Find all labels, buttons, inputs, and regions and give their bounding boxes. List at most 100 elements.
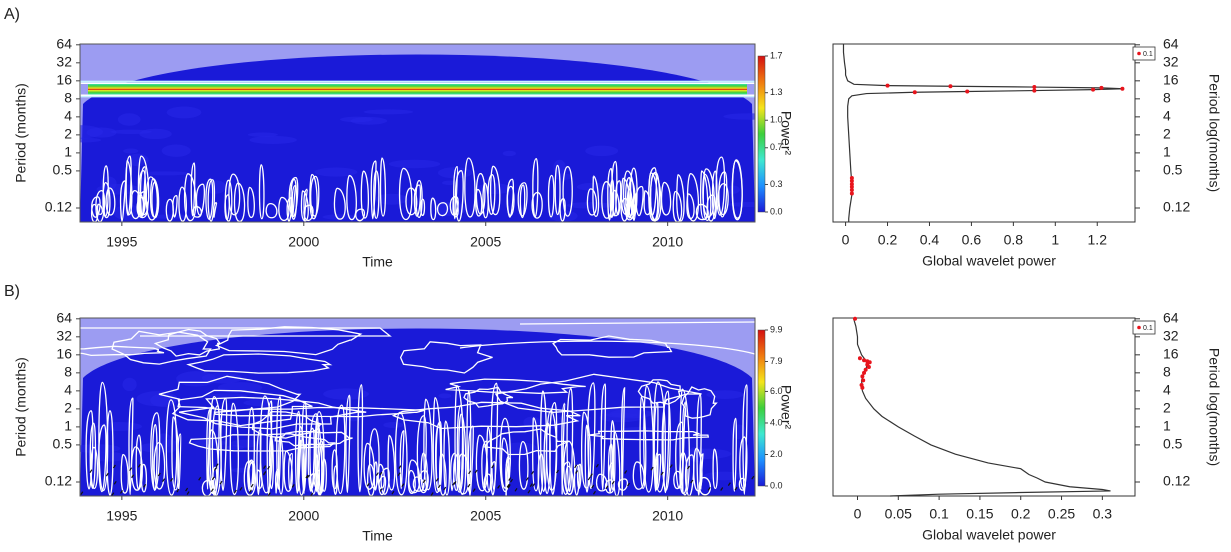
x-tick-label: 0.6	[962, 232, 982, 248]
speckle	[514, 487, 518, 492]
speckle	[508, 477, 512, 481]
significance-point	[853, 316, 858, 321]
contour-line	[186, 353, 333, 374]
contour-line	[335, 404, 346, 495]
contour-line	[637, 379, 681, 405]
speckle	[574, 464, 578, 469]
contour-line	[487, 174, 496, 216]
contour-line	[96, 203, 104, 216]
contour-line	[379, 157, 387, 217]
significance-point	[849, 184, 854, 189]
significance-point	[1120, 86, 1125, 91]
contour-line	[206, 408, 211, 490]
colorbar	[757, 55, 766, 213]
contour-line	[482, 182, 489, 219]
power-patch	[249, 135, 297, 144]
contour-line	[310, 175, 320, 217]
speckle	[379, 471, 383, 476]
contour-line	[303, 204, 314, 222]
contour-line	[742, 384, 748, 495]
contour-line	[494, 373, 702, 414]
contour-line	[639, 396, 647, 490]
y-axis-label: Period log(months)	[1206, 348, 1222, 466]
contour-line	[286, 197, 293, 222]
colorbar-label: Power²	[778, 385, 794, 430]
speckle	[129, 467, 133, 472]
speckle	[443, 486, 447, 491]
contour-line	[532, 157, 539, 218]
contour-line	[125, 155, 132, 216]
contour-line	[686, 193, 695, 220]
speckle	[219, 480, 223, 485]
power-patch	[723, 113, 755, 120]
x-tick-label: 2010	[652, 234, 683, 250]
speckle	[467, 483, 471, 488]
speckle	[587, 476, 591, 481]
significance-point	[849, 176, 854, 181]
contour-line	[415, 179, 423, 219]
significance-point	[857, 356, 862, 361]
contour-line	[489, 165, 501, 216]
y-tick-label: 32	[56, 328, 72, 344]
speckle	[589, 473, 593, 478]
contour-line	[738, 477, 747, 491]
speckle	[734, 486, 738, 491]
x-tick-label: 0	[854, 506, 862, 522]
contour-line	[300, 190, 309, 222]
y-tick-label: 32	[1163, 328, 1179, 344]
power-patch	[141, 171, 190, 176]
speckle	[366, 482, 370, 487]
contour-line	[294, 410, 301, 494]
contour-line	[373, 170, 380, 219]
contour-line	[610, 420, 616, 491]
y-tick-label: 0.12	[45, 473, 72, 489]
plot-frame	[832, 317, 1136, 497]
y-tick-label: 64	[56, 310, 72, 326]
power-patch	[388, 159, 441, 169]
y-tick-label: 8	[64, 90, 72, 106]
contour-line	[459, 321, 755, 355]
contour-line	[576, 463, 582, 490]
heatmap-field	[80, 44, 755, 222]
contour-line	[205, 178, 214, 220]
significance-point	[863, 367, 868, 372]
contour-line	[140, 463, 148, 493]
contour-line	[130, 446, 143, 491]
contour-line	[80, 345, 165, 357]
speckle	[213, 467, 217, 471]
speckle	[89, 469, 93, 474]
power-patch	[86, 127, 117, 138]
y-tick-label: 1	[64, 144, 72, 160]
contour-line	[712, 448, 718, 490]
contour-line	[363, 442, 375, 490]
speckle	[435, 478, 439, 482]
contour-line	[475, 188, 483, 217]
contour-line	[702, 173, 712, 222]
power-patch	[176, 371, 217, 387]
speckle	[556, 469, 560, 474]
power-patch	[438, 393, 452, 399]
legend-label: 0.1	[1143, 325, 1153, 332]
colorbar-label: Power²	[778, 111, 794, 156]
contour-line	[387, 434, 396, 491]
speckle	[468, 470, 472, 475]
contour-line	[458, 413, 467, 496]
contour-line	[276, 396, 282, 490]
contour-line	[580, 411, 592, 489]
contour-line	[732, 417, 737, 492]
x-tick-label: 0.2	[878, 232, 898, 248]
speckle	[248, 489, 252, 494]
power-patch	[703, 471, 746, 481]
speckle	[531, 471, 535, 475]
y-tick-label: 8	[64, 364, 72, 380]
contour-line	[80, 327, 392, 337]
contour-line	[178, 396, 367, 430]
colorbar	[757, 329, 766, 487]
speckle	[437, 484, 441, 489]
y-tick-label: 2	[64, 126, 72, 142]
speckle	[267, 465, 271, 470]
contour-line	[307, 427, 315, 492]
speckle	[233, 489, 237, 494]
speckle	[170, 478, 174, 482]
